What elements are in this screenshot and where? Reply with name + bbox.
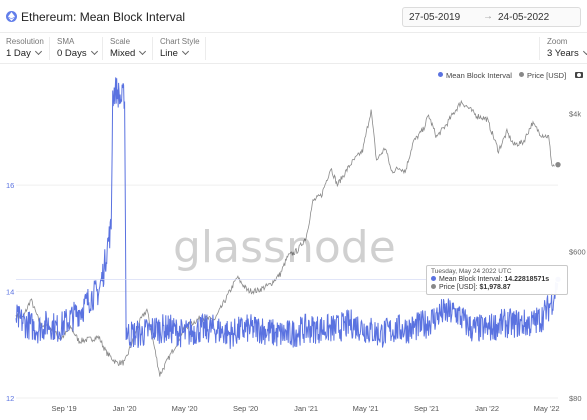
divider bbox=[539, 37, 540, 60]
tooltip-row-price: Price [USD]: $1,978.87 bbox=[431, 284, 563, 291]
sma-dropdown[interactable]: SMA 0 Days bbox=[57, 37, 98, 61]
page-title: Ethereum: Mean Block Interval bbox=[21, 10, 186, 24]
resolution-label: Resolution bbox=[6, 37, 44, 46]
zoom-dropdown[interactable]: Zoom 3 Years bbox=[547, 37, 587, 61]
price-series bbox=[15, 99, 559, 377]
y-right-tick-label: $600 bbox=[569, 247, 586, 256]
chart-style-value: Line bbox=[160, 48, 178, 59]
interval-series bbox=[15, 77, 559, 349]
divider bbox=[49, 37, 50, 60]
watermark-logo: glassnode bbox=[173, 222, 396, 273]
x-tick-label: Jan '22 bbox=[475, 404, 499, 413]
tooltip-value-interval: 14.22818571s bbox=[504, 276, 550, 283]
resolution-dropdown[interactable]: Resolution 1 Day bbox=[6, 37, 44, 61]
scale-label: Scale bbox=[110, 37, 131, 46]
chart-controls: Resolution 1 Day SMA 0 Days Scale Mixed … bbox=[0, 33, 587, 64]
legend-dot bbox=[519, 72, 524, 77]
tooltip-value-price: $1,978.87 bbox=[479, 284, 511, 291]
resolution-value: 1 Day bbox=[6, 48, 31, 59]
y-left-tick-label: 12 bbox=[6, 394, 14, 403]
x-tick-label: Sep '19 bbox=[51, 404, 76, 413]
tooltip-label-price: Price [USD]: bbox=[439, 284, 478, 291]
series-line-price bbox=[15, 99, 559, 377]
camera-icon[interactable] bbox=[575, 72, 583, 78]
x-tick-label: Sep '20 bbox=[233, 404, 258, 413]
tooltip-dot bbox=[431, 284, 436, 289]
date-end[interactable]: 24-05-2022 bbox=[498, 12, 550, 23]
axis-ticks: 12 14 16 $80 $600 $4k Sep '19 Jan '20 May '20 Sep… bbox=[6, 109, 586, 413]
tooltip-dot bbox=[431, 276, 436, 281]
date-range-picker[interactable]: 27-05-2019 → 24-05-2022 bbox=[402, 7, 581, 27]
legend-item-interval[interactable]: Mean Block Interval bbox=[438, 71, 512, 80]
x-tick-label: Jan '20 bbox=[113, 404, 137, 413]
series-line-interval bbox=[15, 77, 559, 349]
legend-label-price: Price [USD] bbox=[527, 71, 567, 80]
y-left-tick-label: 14 bbox=[6, 288, 14, 297]
tooltip-row-interval: Mean Block Interval: 14.22818571s bbox=[431, 276, 563, 283]
scale-dropdown[interactable]: Scale Mixed bbox=[110, 37, 147, 61]
chart-tooltip: Tuesday, May 24 2022 UTC Mean Block Inte… bbox=[426, 265, 568, 295]
date-start[interactable]: 27-05-2019 bbox=[409, 12, 461, 23]
legend-item-price[interactable]: Price [USD] bbox=[519, 71, 566, 80]
divider bbox=[152, 37, 153, 60]
divider bbox=[102, 37, 103, 60]
y-left-tick-label: 16 bbox=[6, 181, 14, 190]
legend-dot bbox=[438, 72, 443, 77]
sma-label: SMA bbox=[57, 37, 75, 46]
y-right-tick-label: $80 bbox=[569, 394, 582, 403]
chart-style-dropdown[interactable]: Chart Style Line bbox=[160, 37, 200, 61]
ethereum-icon bbox=[6, 11, 17, 22]
divider bbox=[205, 37, 206, 60]
date-arrow-icon: → bbox=[483, 11, 493, 22]
hover-point-price bbox=[554, 160, 562, 169]
tooltip-label-interval: Mean Block Interval: bbox=[439, 276, 503, 283]
y-right-tick-label: $4k bbox=[569, 109, 581, 118]
chart-style-label: Chart Style bbox=[160, 37, 200, 46]
legend-label-interval: Mean Block Interval bbox=[446, 71, 512, 80]
x-tick-label: Sep '21 bbox=[414, 404, 439, 413]
scale-value: Mixed bbox=[110, 48, 136, 59]
page-header: Ethereum: Mean Block Interval 27-05-2019… bbox=[0, 0, 587, 33]
x-tick-label: May '21 bbox=[353, 404, 379, 413]
x-tick-label: May '22 bbox=[534, 404, 560, 413]
tooltip-date: Tuesday, May 24 2022 UTC bbox=[431, 268, 512, 275]
x-tick-label: May '20 bbox=[172, 404, 198, 413]
x-tick-label: Jan '21 bbox=[294, 404, 318, 413]
zoom-value: 3 Years bbox=[547, 48, 579, 59]
zoom-label: Zoom bbox=[547, 37, 568, 46]
sma-value: 0 Days bbox=[57, 48, 87, 59]
